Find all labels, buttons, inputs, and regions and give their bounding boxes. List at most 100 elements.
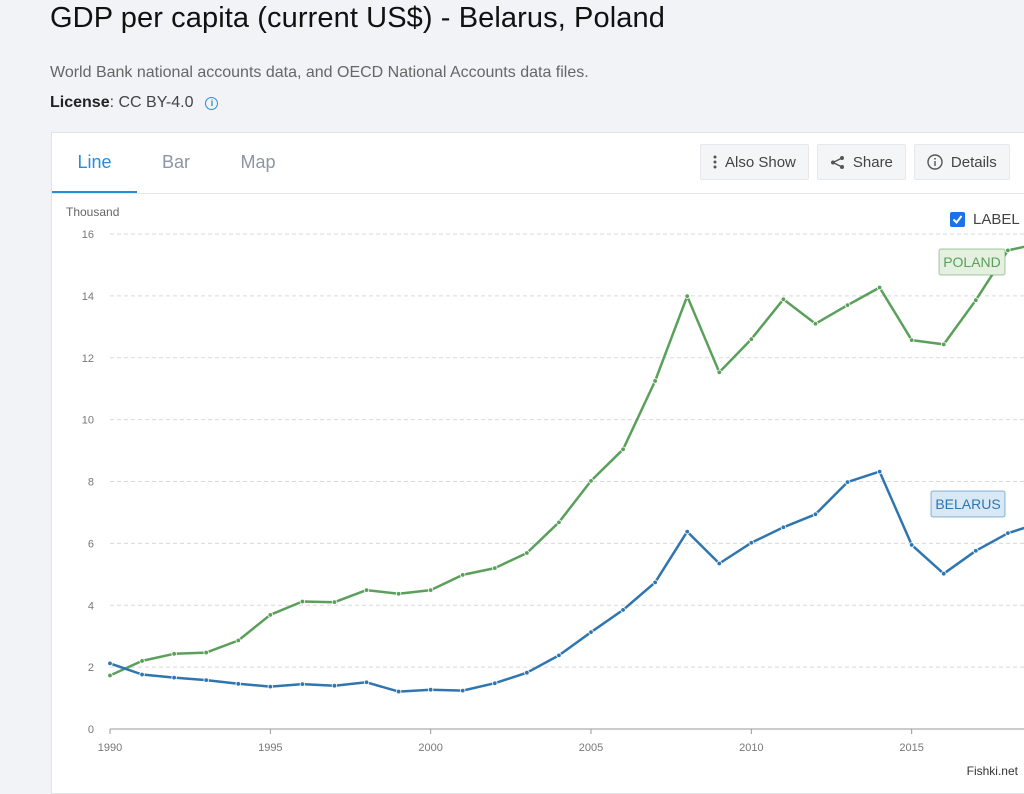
data-point-poland	[716, 369, 722, 375]
data-point-belarus	[235, 681, 241, 687]
data-point-poland	[684, 293, 690, 299]
share-label: Share	[852, 153, 893, 171]
data-point-poland	[748, 336, 755, 342]
data-point-belarus	[107, 660, 113, 667]
series-line-belarus	[109, 470, 1024, 693]
data-point-belarus	[973, 548, 979, 554]
page-title: GDP per capita (current US$) - Belarus, …	[50, 2, 665, 34]
y-tick-label: 6	[88, 538, 94, 550]
data-point-belarus	[492, 680, 498, 686]
x-tick-label: 2005	[579, 742, 603, 754]
tab-line[interactable]: Line	[52, 133, 137, 193]
y-axis-label: Thousand	[66, 205, 119, 219]
data-point-belarus	[780, 524, 787, 530]
data-point-poland	[235, 637, 241, 644]
data-point-belarus	[427, 687, 434, 693]
data-point-belarus	[363, 679, 370, 685]
data-point-belarus	[1005, 530, 1011, 536]
data-point-belarus	[748, 540, 755, 546]
data-point-belarus	[812, 511, 819, 517]
data-point-belarus	[524, 669, 530, 676]
data-point-poland	[908, 337, 915, 343]
data-point-poland	[395, 591, 402, 597]
x-tick-label: 1990	[98, 742, 122, 754]
info-icon[interactable]: i	[205, 96, 219, 110]
y-tick-label: 2	[88, 662, 94, 674]
source-note: World Bank national accounts data, and O…	[50, 64, 589, 81]
data-point-poland	[812, 321, 819, 327]
chart-card: Line Bar Map Also Show Share Details	[51, 132, 1024, 794]
data-point-poland	[941, 341, 947, 348]
watermark: Fishki.net	[964, 764, 1020, 778]
data-point-poland	[492, 565, 498, 571]
data-point-belarus	[941, 570, 947, 577]
data-point-belarus	[299, 681, 306, 687]
data-point-poland	[876, 284, 883, 291]
data-point-poland	[973, 297, 979, 303]
tab-map[interactable]: Map	[240, 151, 276, 172]
y-tick-label: 4	[88, 600, 94, 612]
series-label-poland: POLAND	[943, 254, 1001, 270]
data-point-belarus	[171, 674, 177, 681]
chart-actions: Also Show Share Details	[700, 144, 1010, 180]
data-point-poland	[652, 378, 658, 384]
label-checkbox[interactable]	[950, 212, 965, 227]
data-point-belarus	[908, 542, 915, 548]
data-point-belarus	[716, 560, 722, 567]
data-point-poland	[107, 672, 113, 679]
x-tick-label: 2000	[418, 742, 442, 754]
data-point-belarus	[876, 468, 883, 475]
info-circle-icon	[927, 154, 943, 170]
data-point-belarus	[556, 652, 562, 659]
data-point-poland	[1005, 247, 1011, 254]
label-toggle[interactable]: LABEL	[950, 211, 1020, 228]
data-point-belarus	[652, 579, 658, 586]
y-tick-label: 12	[82, 353, 94, 365]
data-point-poland	[267, 612, 274, 618]
y-tick-label: 8	[88, 477, 94, 489]
share-button[interactable]: Share	[816, 144, 906, 180]
details-button[interactable]: Details	[913, 144, 1010, 180]
data-point-belarus	[620, 607, 626, 613]
data-point-belarus	[331, 682, 338, 689]
data-point-belarus	[844, 479, 851, 485]
data-point-poland	[299, 598, 306, 605]
data-point-poland	[524, 550, 530, 556]
data-point-poland	[556, 519, 562, 526]
series-label-belarus: BELARUS	[935, 496, 1000, 512]
details-label: Details	[950, 153, 997, 171]
license-line: License: CC BY-4.0 i	[50, 94, 219, 112]
data-point-belarus	[139, 671, 145, 678]
x-tick-label: 2015	[899, 742, 923, 754]
series-label-box-poland	[938, 248, 1006, 276]
data-point-poland	[588, 478, 594, 484]
y-tick-label: 0	[88, 724, 94, 736]
data-point-belarus	[588, 629, 594, 635]
also-show-label: Also Show	[725, 153, 796, 171]
tab-bar[interactable]: Bar	[161, 151, 190, 172]
data-point-poland	[331, 599, 338, 605]
more-vertical-icon	[713, 155, 717, 169]
data-point-poland	[620, 446, 626, 453]
data-point-belarus	[267, 683, 274, 690]
line-chart: Thousand 0 2 4 6 8 10 12 14 16 1990 1995 2000 2005 201…	[66, 205, 1024, 754]
series-line-poland	[109, 245, 1024, 677]
data-point-belarus	[684, 528, 690, 535]
also-show-button[interactable]: Also Show	[700, 144, 809, 180]
license-label: License	[50, 94, 110, 111]
data-point-poland	[460, 572, 466, 578]
x-tick-label: 1995	[258, 742, 282, 754]
data-point-poland	[203, 649, 209, 656]
tabs-divider	[52, 193, 1024, 194]
y-tick-label: 10	[82, 415, 94, 427]
data-point-belarus	[395, 688, 402, 695]
data-point-poland	[139, 658, 145, 664]
data-point-poland	[844, 302, 851, 308]
series-label-box-belarus	[930, 490, 1006, 518]
license-value: : CC BY-4.0	[109, 94, 194, 111]
data-point-poland	[780, 296, 787, 302]
data-point-belarus	[203, 677, 209, 683]
y-tick-label: 16	[82, 229, 94, 241]
share-icon	[830, 155, 845, 170]
y-tick-label: 14	[82, 291, 94, 303]
